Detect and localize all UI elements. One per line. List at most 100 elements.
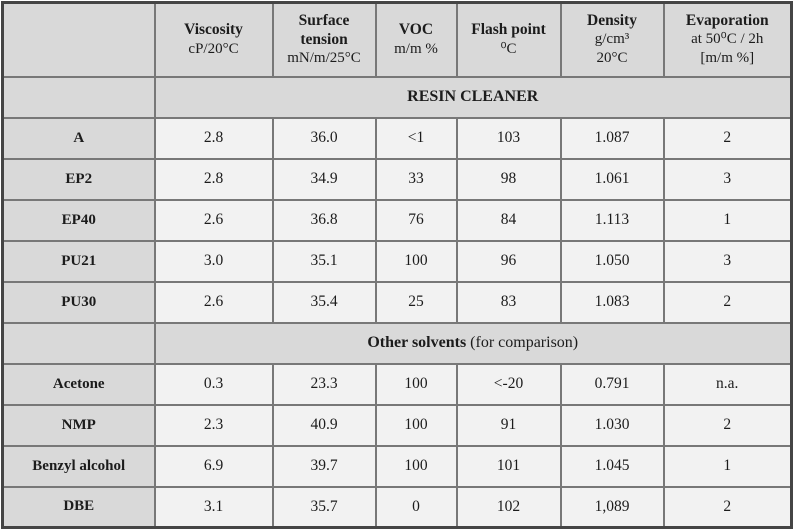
section-header-row-resin-cleaner: RESIN CLEANER — [1, 75, 793, 119]
cell-surface-tension: 36.0 — [271, 116, 377, 160]
table-row-nmp: NMP 2.3 40.9 100 91 1.030 2 — [1, 403, 793, 447]
cell-density: 0.791 — [559, 362, 665, 406]
table-row-a: A 2.8 36.0 <1 103 1.087 2 — [1, 116, 793, 160]
table-row-pu21: PU21 3.0 35.1 100 96 1.050 3 — [1, 239, 793, 283]
cell-voc: 100 — [374, 403, 458, 447]
row-label: PU21 — [1, 239, 156, 283]
col-unit: at 50⁰C / 2h — [691, 30, 764, 47]
cell-voc: 0 — [374, 485, 458, 529]
cell-density: 1,089 — [559, 485, 665, 529]
table-row-acetone: Acetone 0.3 23.3 100 <-20 0.791 n.a. — [1, 362, 793, 406]
corner-cell — [1, 1, 156, 78]
cell-viscosity: 2.8 — [153, 116, 274, 160]
col-unit-2: 20°C — [596, 50, 628, 67]
cell-flash-point: 84 — [455, 198, 562, 242]
cell-voc: <1 — [374, 116, 458, 160]
section-title-normal: (for comparison) — [466, 334, 579, 351]
section-label-spacer — [1, 75, 156, 119]
cell-voc: 100 — [374, 362, 458, 406]
cell-evaporation: 1 — [662, 444, 793, 488]
cell-viscosity: 3.0 — [153, 239, 274, 283]
col-header-density: Density g/cm³ 20°C — [559, 1, 665, 78]
section-title-bold: Other solvents — [367, 334, 467, 351]
cell-flash-point: 101 — [455, 444, 562, 488]
section-title-resin-cleaner: RESIN CLEANER — [153, 75, 793, 119]
col-header-voc: VOC m/m % — [374, 1, 458, 78]
table-row-dbe: DBE 3.1 35.7 0 102 1,089 2 — [1, 485, 793, 529]
col-title: Density — [587, 11, 637, 29]
col-header-surface-tension: Surface tension mN/m/25°C — [271, 1, 377, 78]
row-label: Acetone — [1, 362, 156, 406]
col-header-flash-point: Flash point ⁰C — [455, 1, 562, 78]
cell-voc: 100 — [374, 239, 458, 283]
cell-evaporation: 2 — [662, 485, 793, 529]
cell-flash-point: <-20 — [455, 362, 562, 406]
table-row-ep40: EP40 2.6 36.8 76 84 1.113 1 — [1, 198, 793, 242]
row-label: NMP — [1, 403, 156, 447]
col-unit: cP/20°C — [188, 40, 239, 57]
section-header-row-other-solvents: Other solvents (for comparison) — [1, 321, 793, 365]
col-title: Flash point — [471, 21, 546, 39]
cell-evaporation: 3 — [662, 157, 793, 201]
table-row-ep2: EP2 2.8 34.9 33 98 1.061 3 — [1, 157, 793, 201]
col-title: Evaporation — [685, 11, 769, 29]
cell-flash-point: 103 — [455, 116, 562, 160]
col-unit: m/m % — [394, 40, 438, 57]
cell-surface-tension: 35.4 — [271, 280, 377, 324]
cell-surface-tension: 39.7 — [271, 444, 377, 488]
col-unit: ⁰C — [500, 40, 517, 57]
row-label: Benzyl alcohol — [1, 444, 156, 488]
cell-density: 1.050 — [559, 239, 665, 283]
col-title: Viscosity — [184, 21, 243, 39]
cell-flash-point: 91 — [455, 403, 562, 447]
row-label: A — [1, 116, 156, 160]
cell-surface-tension: 36.8 — [271, 198, 377, 242]
cell-flash-point: 96 — [455, 239, 562, 283]
table-row-benzyl-alcohol: Benzyl alcohol 6.9 39.7 100 101 1.045 1 — [1, 444, 793, 488]
cell-evaporation: n.a. — [662, 362, 793, 406]
cell-evaporation: 1 — [662, 198, 793, 242]
cell-flash-point: 102 — [455, 485, 562, 529]
cell-surface-tension: 35.1 — [271, 239, 377, 283]
col-unit-2: [m/m %] — [700, 50, 755, 67]
section-label-spacer — [1, 321, 156, 365]
row-label: EP2 — [1, 157, 156, 201]
col-title: VOC — [398, 21, 434, 39]
cell-density: 1.045 — [559, 444, 665, 488]
cell-evaporation: 2 — [662, 116, 793, 160]
section-title-bold: RESIN CLEANER — [407, 88, 539, 105]
col-title: Surface tension — [298, 11, 350, 48]
header-row: Viscosity cP/20°C Surface tension mN/m/2… — [1, 1, 793, 78]
cell-voc: 76 — [374, 198, 458, 242]
cell-density: 1.061 — [559, 157, 665, 201]
cell-density: 1.083 — [559, 280, 665, 324]
cell-surface-tension: 35.7 — [271, 485, 377, 529]
cell-evaporation: 2 — [662, 280, 793, 324]
cell-surface-tension: 40.9 — [271, 403, 377, 447]
col-header-viscosity: Viscosity cP/20°C — [153, 1, 274, 78]
cell-evaporation: 2 — [662, 403, 793, 447]
cell-viscosity: 2.3 — [153, 403, 274, 447]
col-header-evaporation: Evaporation at 50⁰C / 2h [m/m %] — [662, 1, 793, 78]
cell-viscosity: 3.1 — [153, 485, 274, 529]
row-label: DBE — [1, 485, 156, 529]
cell-surface-tension: 23.3 — [271, 362, 377, 406]
cell-viscosity: 2.8 — [153, 157, 274, 201]
cell-voc: 100 — [374, 444, 458, 488]
cell-viscosity: 2.6 — [153, 280, 274, 324]
row-label: PU30 — [1, 280, 156, 324]
col-unit: mN/m/25°C — [287, 50, 361, 67]
cell-flash-point: 83 — [455, 280, 562, 324]
section-title-other-solvents: Other solvents (for comparison) — [153, 321, 793, 365]
cell-viscosity: 0.3 — [153, 362, 274, 406]
cell-density: 1.087 — [559, 116, 665, 160]
cell-surface-tension: 34.9 — [271, 157, 377, 201]
cell-density: 1.113 — [559, 198, 665, 242]
cell-density: 1.030 — [559, 403, 665, 447]
cell-evaporation: 3 — [662, 239, 793, 283]
table-row-pu30: PU30 2.6 35.4 25 83 1.083 2 — [1, 280, 793, 324]
cell-viscosity: 2.6 — [153, 198, 274, 242]
col-unit: g/cm³ — [594, 30, 630, 47]
